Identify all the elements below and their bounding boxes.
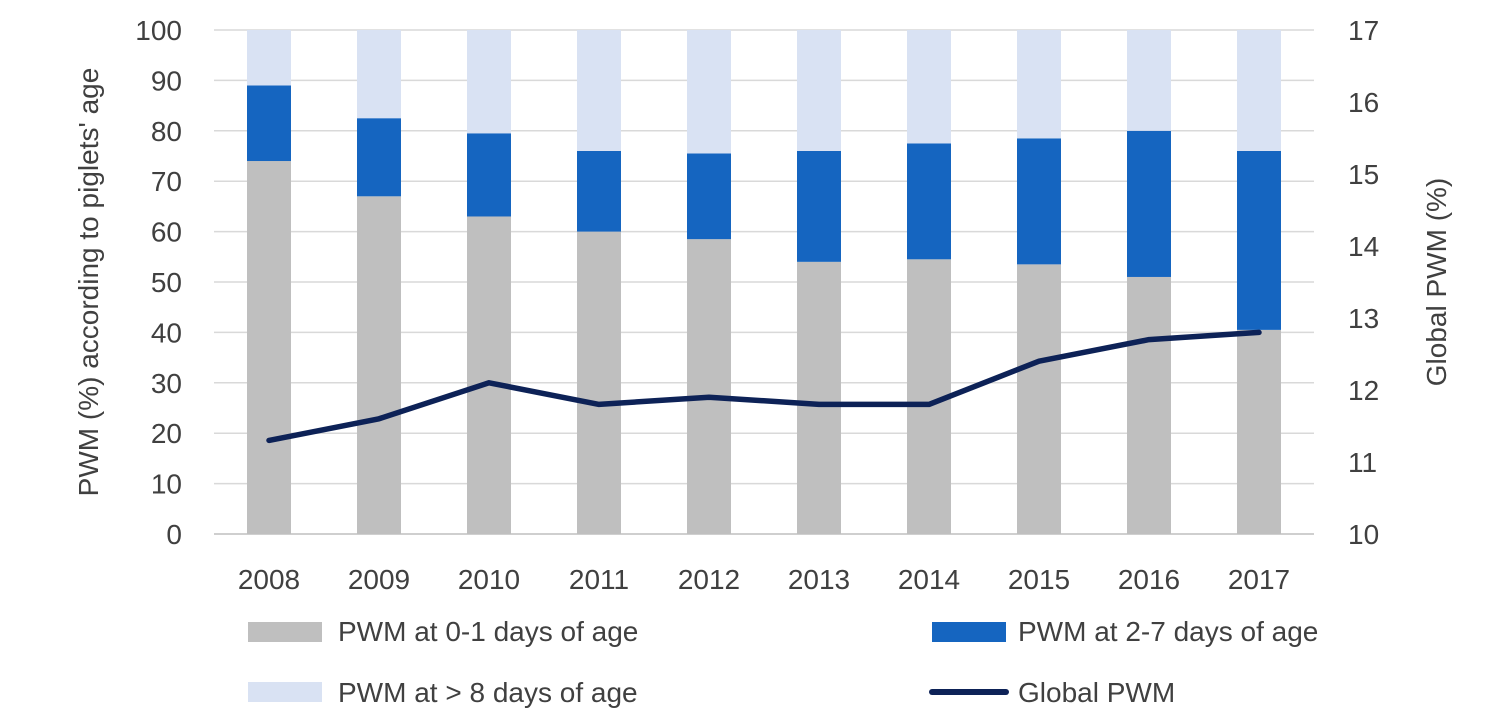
y-tick-right-11: 11 xyxy=(1348,447,1377,478)
legend-label-global-pwm: Global PWM xyxy=(1018,677,1175,708)
y-axis-right-title: Global PWM (%) xyxy=(1421,178,1452,386)
bar-2013-series-2 xyxy=(797,30,841,151)
y-tick-right-10: 10 xyxy=(1348,519,1379,550)
x-tick-2010: 2010 xyxy=(458,564,520,595)
bar-2015-series-0 xyxy=(1017,264,1061,534)
bar-2011-series-1 xyxy=(577,150,621,232)
bar-2011-series-0 xyxy=(577,231,621,534)
y-axis-right-ticks: 10 11 12 13 14 15 16 17 xyxy=(1348,15,1379,550)
y-tick-right-14: 14 xyxy=(1348,231,1379,262)
bar-2017-series-0 xyxy=(1237,329,1281,534)
bar-2014-series-1 xyxy=(907,143,951,260)
bar-2009-series-2 xyxy=(357,30,401,119)
bar-2016-series-0 xyxy=(1127,276,1171,534)
x-tick-2014: 2014 xyxy=(898,564,960,595)
bar-2015-series-2 xyxy=(1017,30,1061,139)
x-tick-2016: 2016 xyxy=(1118,564,1180,595)
y-tick-left-90: 90 xyxy=(151,65,182,96)
bar-2009-series-1 xyxy=(357,118,401,197)
y-tick-right-15: 15 xyxy=(1348,159,1379,190)
bar-2017-series-2 xyxy=(1237,30,1281,151)
x-tick-2013: 2013 xyxy=(788,564,850,595)
bar-2012-series-1 xyxy=(687,153,731,240)
y-tick-right-12: 12 xyxy=(1348,375,1379,406)
y-axis-left-title: PWM (%) according to piglets' age xyxy=(73,68,104,497)
bar-2008-series-1 xyxy=(247,85,291,162)
bar-2015-series-1 xyxy=(1017,138,1061,265)
bar-2012-series-0 xyxy=(687,239,731,534)
y-tick-right-13: 13 xyxy=(1348,303,1379,334)
y-tick-left-80: 80 xyxy=(151,116,182,147)
global-pwm-line xyxy=(266,329,1262,444)
y-tick-left-20: 20 xyxy=(151,418,182,449)
y-tick-left-50: 50 xyxy=(151,267,182,298)
legend: PWM at 0-1 days of age PWM at 2-7 days o… xyxy=(248,616,1318,708)
x-tick-2012: 2012 xyxy=(678,564,740,595)
bar-2013-series-0 xyxy=(797,261,841,534)
x-tick-2017: 2017 xyxy=(1228,564,1290,595)
bar-2014-series-2 xyxy=(907,30,951,144)
y-axis-left-ticks: 0 10 20 30 40 50 60 70 80 90 100 xyxy=(135,15,182,550)
y-tick-right-17: 17 xyxy=(1348,15,1379,46)
y-tick-left-10: 10 xyxy=(151,469,182,500)
y-tick-left-0: 0 xyxy=(166,519,182,550)
x-tick-2008: 2008 xyxy=(238,564,300,595)
bar-2011-series-2 xyxy=(577,30,621,151)
y-tick-left-30: 30 xyxy=(151,368,182,399)
bar-2010-series-2 xyxy=(467,30,511,134)
x-tick-2015: 2015 xyxy=(1008,564,1070,595)
x-tick-2009: 2009 xyxy=(348,564,410,595)
x-tick-2011: 2011 xyxy=(569,564,629,595)
global-pwm-polyline xyxy=(266,329,1262,444)
legend-swatch-2-7-days xyxy=(932,622,1006,642)
bar-2010-series-1 xyxy=(467,133,511,217)
bar-2010-series-0 xyxy=(467,216,511,535)
bar-2016-series-1 xyxy=(1127,130,1171,277)
legend-label-2-7-days: PWM at 2-7 days of age xyxy=(1018,616,1318,647)
y-tick-left-100: 100 xyxy=(135,15,182,46)
bars xyxy=(247,30,1281,535)
bar-2008-series-2 xyxy=(247,30,291,86)
bar-2008-series-0 xyxy=(247,161,291,535)
y-tick-right-16: 16 xyxy=(1348,87,1379,118)
bar-2016-series-2 xyxy=(1127,30,1171,131)
y-tick-left-70: 70 xyxy=(151,166,182,197)
legend-swatch-over-8-days xyxy=(248,682,322,702)
bar-2009-series-0 xyxy=(357,196,401,534)
bar-2013-series-1 xyxy=(797,150,841,262)
legend-swatch-0-1-days xyxy=(248,622,322,642)
x-axis-ticks: 2008 2009 2010 2011 2012 2013 2014 2015 2016 2017 xyxy=(238,564,1290,595)
y-tick-left-40: 40 xyxy=(151,317,182,348)
bar-2017-series-1 xyxy=(1237,150,1281,330)
y-tick-left-60: 60 xyxy=(151,217,182,248)
bar-2012-series-2 xyxy=(687,30,731,154)
legend-label-over-8-days: PWM at > 8 days of age xyxy=(338,677,638,708)
legend-label-0-1-days: PWM at 0-1 days of age xyxy=(338,616,638,647)
